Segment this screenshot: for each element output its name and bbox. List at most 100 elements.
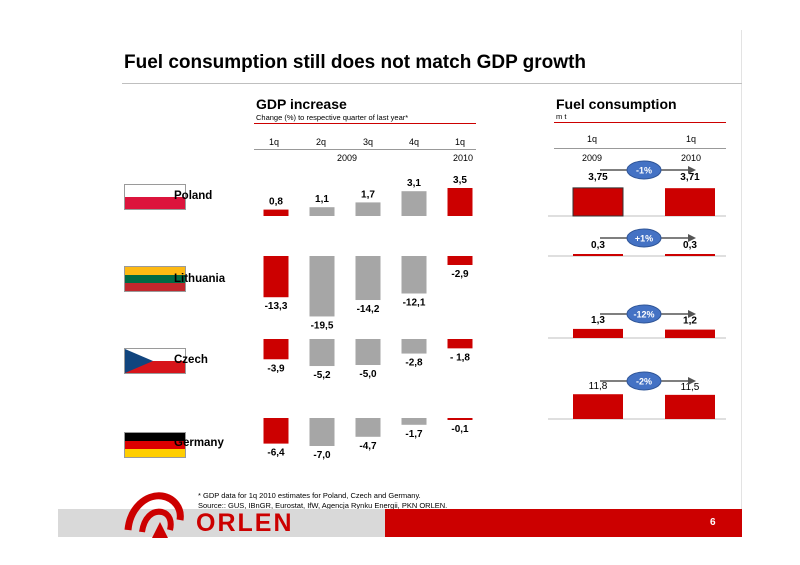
gdp-year-2010: 2010	[452, 153, 474, 163]
fuel-section-title: Fuel consumption	[556, 96, 677, 112]
gdp-bar	[263, 209, 289, 216]
gdp-year-2009: 2009	[336, 153, 358, 163]
gdp-bar	[309, 339, 335, 367]
fuel-bar	[573, 328, 623, 338]
gdp-bar	[309, 418, 335, 446]
gdp-bar	[447, 188, 473, 216]
gdp-data-label: -0,1	[451, 424, 469, 435]
gdp-title-underline	[254, 123, 476, 124]
gdp-data-label: 1,1	[315, 194, 329, 205]
czech-flag	[124, 348, 186, 374]
fuel-data-label: 11,8	[589, 381, 608, 392]
gdp-data-label: -3,9	[267, 363, 285, 374]
gdp-bar	[355, 418, 381, 437]
gdp-quarter-label: 4q	[408, 137, 419, 147]
fuel-data-label: 11,5	[681, 382, 700, 393]
fuel-change-badge	[626, 160, 662, 180]
gdp-bar	[447, 418, 473, 420]
fuel-year-2010: 2010	[680, 153, 702, 163]
gdp-data-label: -13,3	[265, 301, 288, 312]
gdp-bar	[355, 202, 381, 216]
fuel-quarter-divider	[554, 148, 726, 149]
footnote-line-1: * GDP data for 1q 2010 estimates for Pol…	[198, 491, 421, 500]
lithuania-flag	[124, 266, 186, 292]
gdp-data-label: -2,9	[451, 269, 469, 280]
gdp-bar	[447, 256, 473, 265]
fuel-data-label: 3,75	[588, 172, 608, 183]
gdp-data-label: -5,0	[359, 369, 377, 380]
gdp-quarter-divider	[254, 149, 476, 150]
gdp-bar	[401, 339, 427, 354]
gdp-data-label: 1,7	[361, 189, 375, 200]
orlen-logo-icon	[122, 488, 194, 543]
fuel-change-badge	[626, 371, 662, 391]
slide-right-border	[741, 30, 742, 510]
fuel-change-label: +1%	[635, 234, 653, 244]
arrow-head-icon	[688, 166, 696, 174]
gdp-section-title: GDP increase	[256, 96, 347, 112]
fuel-data-label: 3,71	[680, 172, 700, 183]
page-number: 6	[710, 517, 716, 528]
gdp-bar	[355, 339, 381, 365]
gdp-data-label: -4,7	[359, 441, 377, 452]
footer-red-band	[385, 509, 742, 537]
fuel-bar	[665, 394, 715, 419]
arrow-head-icon	[688, 310, 696, 318]
gdp-quarter-label: 2q	[315, 137, 326, 147]
fuel-data-label: 0,3	[591, 240, 605, 251]
fuel-bar	[665, 188, 715, 216]
fuel-year-2009: 2009	[581, 153, 603, 163]
gdp-bar	[263, 418, 289, 444]
fuel-bar	[573, 394, 623, 419]
gdp-section-subtitle: Change (%) to respective quarter of last…	[256, 113, 409, 122]
fuel-data-label: 1,3	[591, 315, 605, 326]
country-name-poland: Poland	[174, 190, 213, 202]
gdp-bar	[263, 339, 289, 360]
gdp-bar	[401, 418, 427, 425]
fuel-data-label: 1,2	[683, 316, 697, 327]
fuel-section-subtitle: m t	[556, 112, 567, 121]
gdp-bar	[401, 256, 427, 294]
gdp-data-label: 0,8	[269, 197, 283, 208]
fuel-quarter-label: 1q	[586, 134, 597, 144]
gdp-data-label: -12,1	[403, 298, 426, 309]
fuel-change-label: -2%	[636, 377, 652, 387]
country-name-germany: Germany	[174, 437, 224, 449]
gdp-data-label: -7,0	[313, 450, 331, 461]
gdp-quarter-label: 1q	[268, 137, 279, 147]
gdp-data-label: -6,4	[267, 448, 285, 459]
gdp-data-label: -14,2	[357, 304, 380, 315]
fuel-bar	[665, 254, 715, 256]
germany-flag	[124, 432, 186, 458]
country-name-lithuania: Lithuania	[174, 273, 226, 285]
gdp-data-label: -1,7	[405, 429, 423, 440]
gdp-quarter-label: 3q	[362, 137, 373, 147]
gdp-bar	[263, 256, 289, 298]
gdp-data-label: - 1,8	[450, 352, 470, 363]
fuel-bar	[572, 187, 624, 217]
country-name-czech: Czech	[174, 354, 208, 366]
footnote: * GDP data for 1q 2010 estimates for Pol…	[198, 491, 447, 511]
gdp-data-label: 3,5	[453, 175, 467, 186]
gdp-data-label: -19,5	[311, 320, 334, 331]
fuel-change-label: -12%	[633, 310, 654, 320]
arrow-head-icon	[688, 377, 696, 385]
gdp-data-label: 3,1	[407, 178, 421, 189]
title-divider	[122, 83, 742, 84]
gdp-quarter-label: 1q	[454, 137, 465, 147]
gdp-bar	[355, 256, 381, 301]
poland-flag	[124, 184, 186, 210]
gdp-bar	[401, 191, 427, 216]
fuel-title-underline	[554, 122, 726, 123]
gdp-bar	[309, 207, 335, 216]
fuel-bar	[665, 329, 715, 338]
gdp-data-label: -2,8	[405, 358, 423, 369]
orlen-wordmark: ORLEN	[196, 509, 294, 537]
fuel-change-label: -1%	[636, 166, 652, 176]
slide-title: Fuel consumption still does not match GD…	[124, 52, 587, 73]
gdp-bar	[309, 256, 335, 317]
gdp-bar	[447, 339, 473, 349]
arrow-head-icon	[688, 234, 696, 242]
fuel-bar	[573, 254, 623, 256]
